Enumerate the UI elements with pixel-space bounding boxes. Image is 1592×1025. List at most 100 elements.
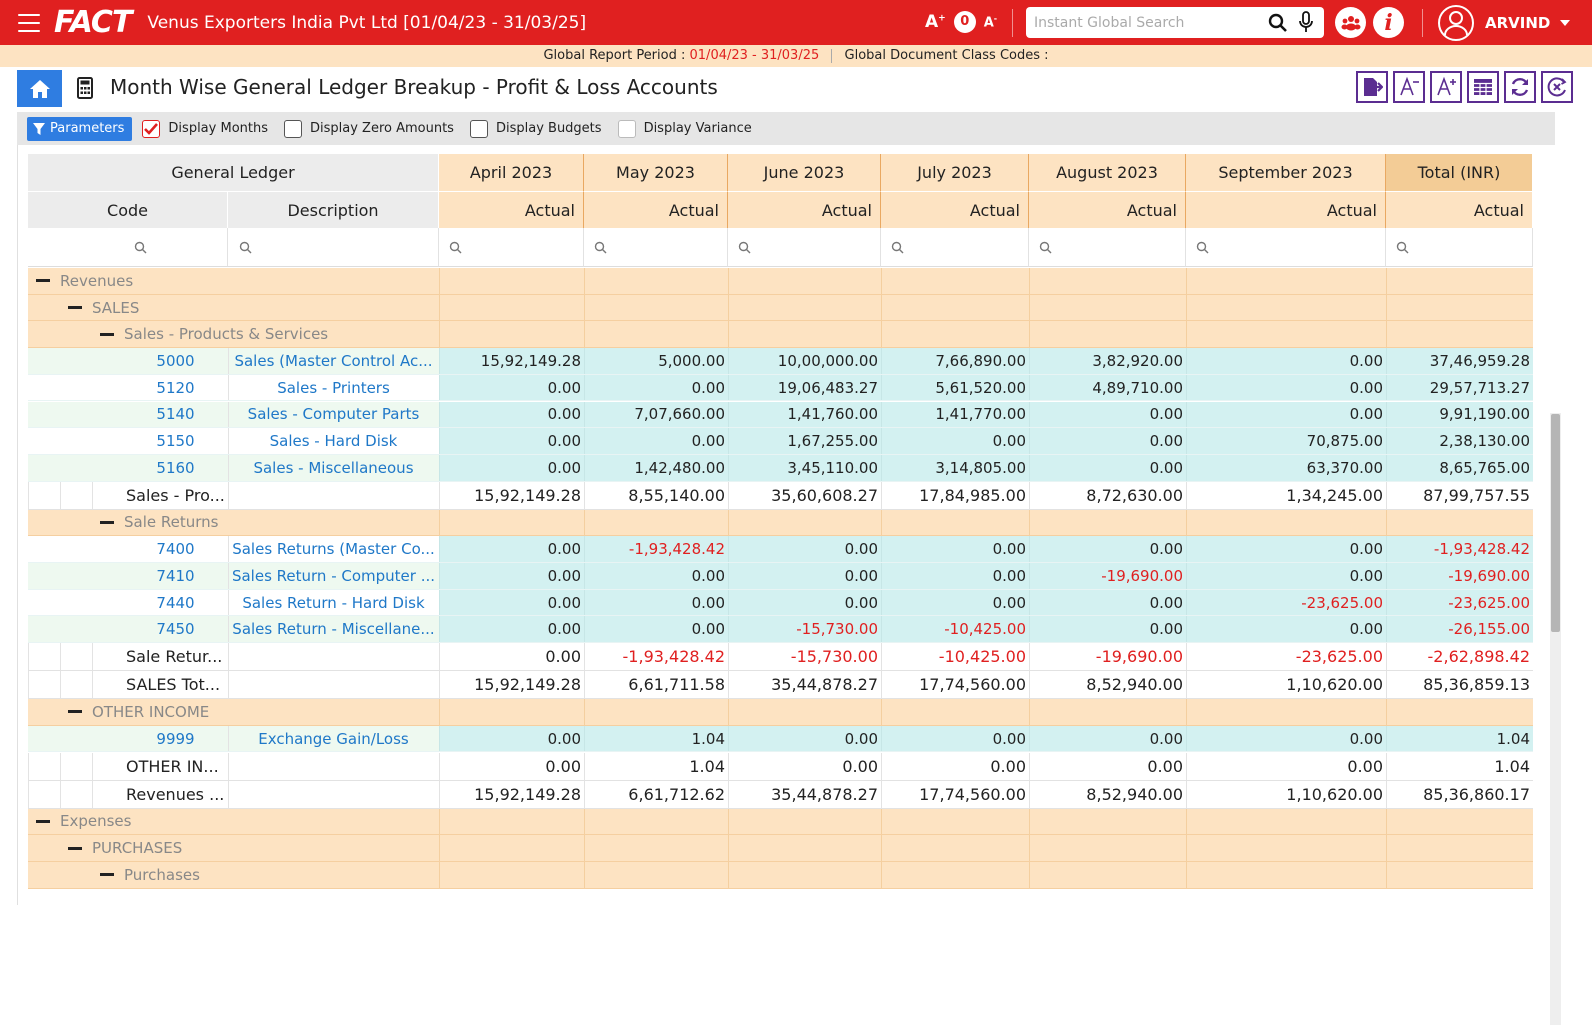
code-header[interactable]: Code: [28, 191, 228, 228]
group-row[interactable]: OTHER INCOME: [28, 699, 1533, 726]
table-row[interactable]: 7440 Sales Return - Hard Disk 0.00 0.00 0.00…: [28, 589, 1533, 617]
amount-total[interactable]: -19,690.00: [1448, 566, 1530, 585]
amount-july[interactable]: -10,425.00: [944, 620, 1026, 639]
gl-code-link[interactable]: 9999: [156, 729, 195, 748]
home-button[interactable]: [17, 70, 62, 107]
amount-may[interactable]: 0.00: [691, 593, 725, 612]
close-report-button[interactable]: [1541, 71, 1573, 103]
group-row[interactable]: PURCHASES: [28, 835, 1533, 862]
amount-july[interactable]: 0.00: [992, 593, 1026, 612]
description-header[interactable]: Description: [228, 191, 439, 228]
gl-code-link[interactable]: 5140: [156, 405, 195, 424]
amount-september[interactable]: 0.00: [1349, 729, 1383, 748]
display-months-checkbox[interactable]: Display Months: [142, 119, 268, 138]
refresh-button[interactable]: [1504, 71, 1536, 103]
group-row[interactable]: Purchases: [28, 861, 1533, 889]
amount-may[interactable]: 0.00: [691, 378, 725, 397]
amount-july[interactable]: 0.00: [992, 432, 1026, 451]
gl-description-link[interactable]: Sales - Hard Disk: [269, 432, 398, 451]
amount-august[interactable]: 3,82,920.00: [1092, 351, 1183, 370]
collapse-icon[interactable]: [100, 520, 114, 524]
amount-may[interactable]: 7,07,660.00: [634, 405, 725, 424]
amount-july[interactable]: 0.00: [992, 729, 1026, 748]
amount-total[interactable]: 2,38,130.00: [1439, 432, 1530, 451]
column-header-total[interactable]: Total (INR): [1386, 154, 1533, 191]
gl-description-link[interactable]: Exchange Gain/Loss: [258, 729, 409, 748]
amount-september[interactable]: 0.00: [1349, 540, 1383, 559]
amount-total[interactable]: 29,57,713.27: [1429, 378, 1530, 397]
table-row[interactable]: 5120 Sales - Printers 0.00 0.00 19,06,483.27…: [28, 374, 1533, 402]
amount-may[interactable]: 1,42,480.00: [634, 458, 725, 477]
group-row[interactable]: Sale Returns: [28, 509, 1533, 537]
amount-may[interactable]: -1,93,428.42: [628, 540, 725, 559]
amount-july[interactable]: 3,14,805.00: [935, 458, 1026, 477]
amount-total[interactable]: -26,155.00: [1448, 620, 1530, 639]
user-menu[interactable]: ARVIND: [1437, 4, 1571, 42]
gl-code-link[interactable]: 7400: [156, 540, 195, 559]
gl-code-link[interactable]: 5150: [156, 432, 195, 451]
table-row[interactable]: 7410 Sales Return - Computer ... 0.00 0.00 0…: [28, 563, 1533, 590]
gl-description-link[interactable]: Sales Returns (Master Co...: [232, 540, 435, 559]
collapse-icon[interactable]: [36, 819, 50, 823]
amount-april[interactable]: 15,92,149.28: [480, 351, 581, 370]
gl-description-link[interactable]: Sales (Master Control Ac...: [234, 351, 433, 370]
vertical-scrollbar[interactable]: [1550, 413, 1561, 1025]
amount-april[interactable]: 0.00: [547, 593, 581, 612]
gl-description-link[interactable]: Sales - Computer Parts: [247, 405, 420, 424]
community-button[interactable]: [1335, 7, 1366, 38]
hamburger-menu-icon[interactable]: [18, 13, 40, 32]
group-row[interactable]: Revenues: [28, 268, 1533, 295]
collapse-icon[interactable]: [100, 873, 114, 877]
amount-june[interactable]: 1,67,255.00: [787, 432, 878, 451]
column-filter[interactable]: [28, 228, 228, 267]
gl-description-link[interactable]: Sales Return - Miscellane...: [232, 620, 435, 639]
gl-description-link[interactable]: Sales Return - Hard Disk: [242, 593, 425, 612]
amount-september[interactable]: -23,625.00: [1301, 593, 1383, 612]
amount-september[interactable]: 0.00: [1349, 566, 1383, 585]
gl-code-link[interactable]: 5120: [156, 378, 195, 397]
amount-august[interactable]: 0.00: [1149, 540, 1183, 559]
column-filter[interactable]: [584, 228, 728, 267]
amount-may[interactable]: 5,000.00: [658, 351, 725, 370]
search-icon[interactable]: [1268, 13, 1288, 33]
checkbox-empty-icon[interactable]: [469, 119, 488, 138]
amount-july[interactable]: 0.00: [992, 566, 1026, 585]
amount-april[interactable]: 0.00: [547, 458, 581, 477]
gl-description-link[interactable]: Sales Return - Computer ...: [231, 566, 436, 585]
amount-may[interactable]: 0.00: [691, 620, 725, 639]
amount-total[interactable]: -23,625.00: [1448, 593, 1530, 612]
app-logo[interactable]: FACT: [54, 5, 132, 40]
checkbox-checked-icon[interactable]: [142, 119, 161, 138]
amount-total[interactable]: 9,91,190.00: [1439, 405, 1530, 424]
table-row[interactable]: 7450 Sales Return - Miscellane... 0.00 0.00…: [28, 616, 1533, 644]
amount-april[interactable]: 0.00: [547, 729, 581, 748]
column-filter[interactable]: [1386, 228, 1533, 267]
amount-september[interactable]: 0.00: [1349, 351, 1383, 370]
amount-august[interactable]: -19,690.00: [1101, 566, 1183, 585]
table-row[interactable]: 5140 Sales - Computer Parts 0.00 7,07,660.0…: [28, 401, 1533, 429]
export-button[interactable]: [1356, 71, 1388, 103]
group-row[interactable]: Sales - Products & Services: [28, 321, 1533, 349]
amount-total[interactable]: 37,46,959.28: [1429, 351, 1530, 370]
column-header-september[interactable]: September 2023: [1186, 154, 1386, 191]
amount-june[interactable]: 0.00: [844, 566, 878, 585]
table-row[interactable]: 5000 Sales (Master Control Ac... 15,92,149…: [28, 348, 1533, 375]
amount-may[interactable]: 1.04: [691, 729, 725, 748]
gl-code-link[interactable]: 7440: [156, 593, 195, 612]
amount-june[interactable]: 10,00,000.00: [777, 351, 878, 370]
amount-june[interactable]: 3,45,110.00: [787, 458, 878, 477]
amount-august[interactable]: 0.00: [1149, 458, 1183, 477]
amount-june[interactable]: -15,730.00: [796, 620, 878, 639]
info-button[interactable]: i: [1373, 7, 1404, 38]
collapse-icon[interactable]: [68, 710, 82, 714]
scrollbar-thumb[interactable]: [1551, 414, 1560, 632]
amount-september[interactable]: 0.00: [1349, 405, 1383, 424]
column-filter[interactable]: [439, 228, 584, 267]
column-header-april[interactable]: April 2023: [439, 154, 584, 191]
display-zero-amounts-checkbox[interactable]: Display Zero Amounts: [284, 119, 454, 138]
amount-april[interactable]: 0.00: [547, 566, 581, 585]
parameters-button[interactable]: Parameters: [27, 116, 133, 141]
checkbox-empty-icon[interactable]: [284, 119, 302, 138]
column-filter[interactable]: [728, 228, 881, 267]
amount-september[interactable]: 70,875.00: [1306, 432, 1383, 451]
